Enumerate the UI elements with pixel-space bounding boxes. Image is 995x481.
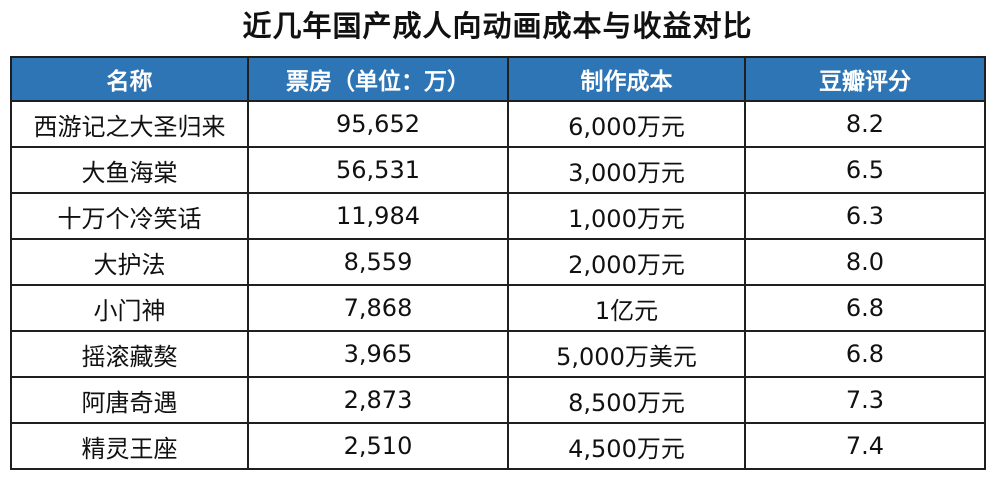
- cell-name: 大鱼海棠: [10, 146, 249, 194]
- cell-production-cost: 1亿元: [507, 284, 746, 332]
- table-row: 大鱼海棠 56,531 3,000万元 6.5: [10, 146, 986, 194]
- cell-douban-rating: 8.0: [744, 238, 986, 286]
- cell-box-office: 11,984: [247, 192, 509, 240]
- cell-box-office: 2,873: [247, 376, 509, 424]
- table-row: 十万个冷笑话 11,984 1,000万元 6.3: [10, 192, 986, 240]
- cell-douban-rating: 7.3: [744, 376, 986, 424]
- table-header: 名称 票房（单位：万） 制作成本 豆瓣评分: [10, 56, 986, 102]
- cell-production-cost: 8,500万元: [507, 376, 746, 424]
- cell-name: 精灵王座: [10, 422, 249, 470]
- cell-box-office: 8,559: [247, 238, 509, 286]
- header-box-office: 票房（单位：万）: [247, 56, 509, 102]
- cell-name: 摇滚藏獒: [10, 330, 249, 378]
- cell-box-office: 95,652: [247, 100, 509, 148]
- header-douban-rating: 豆瓣评分: [744, 56, 986, 102]
- cell-production-cost: 1,000万元: [507, 192, 746, 240]
- table-row: 小门神 7,868 1亿元 6.8: [10, 284, 986, 332]
- cell-box-office: 3,965: [247, 330, 509, 378]
- cell-name: 西游记之大圣归来: [10, 100, 249, 148]
- cell-douban-rating: 8.2: [744, 100, 986, 148]
- data-table: 名称 票房（单位：万） 制作成本 豆瓣评分 西游记之大圣归来 95,652 6,00…: [10, 56, 986, 470]
- cell-production-cost: 5,000万美元: [507, 330, 746, 378]
- header-production-cost: 制作成本: [507, 56, 746, 102]
- cell-douban-rating: 6.8: [744, 330, 986, 378]
- cell-box-office: 7,868: [247, 284, 509, 332]
- cell-douban-rating: 6.5: [744, 146, 986, 194]
- cell-box-office: 56,531: [247, 146, 509, 194]
- header-name: 名称: [10, 56, 249, 102]
- cell-name: 十万个冷笑话: [10, 192, 249, 240]
- table-row: 大护法 8,559 2,000万元 8.0: [10, 238, 986, 286]
- table-row: 西游记之大圣归来 95,652 6,000万元 8.2: [10, 100, 986, 148]
- cell-production-cost: 6,000万元: [507, 100, 746, 148]
- table-row: 精灵王座 2,510 4,500万元 7.4: [10, 422, 986, 470]
- table-row: 阿唐奇遇 2,873 8,500万元 7.3: [10, 376, 986, 424]
- cell-name: 小门神: [10, 284, 249, 332]
- cell-box-office: 2,510: [247, 422, 509, 470]
- chart-title: 近几年国产成人向动画成本与收益对比: [242, 9, 753, 43]
- cell-douban-rating: 7.4: [744, 422, 986, 470]
- cell-production-cost: 3,000万元: [507, 146, 746, 194]
- header-row: 名称 票房（单位：万） 制作成本 豆瓣评分: [10, 56, 986, 102]
- cell-douban-rating: 6.8: [744, 284, 986, 332]
- cell-name: 大护法: [10, 238, 249, 286]
- cell-production-cost: 2,000万元: [507, 238, 746, 286]
- cell-douban-rating: 6.3: [744, 192, 986, 240]
- cell-name: 阿唐奇遇: [10, 376, 249, 424]
- cell-production-cost: 4,500万元: [507, 422, 746, 470]
- table-body: 西游记之大圣归来 95,652 6,000万元 8.2 大鱼海棠 56,531 3,000万…: [10, 100, 986, 470]
- table-row: 摇滚藏獒 3,965 5,000万美元 6.8: [10, 330, 986, 378]
